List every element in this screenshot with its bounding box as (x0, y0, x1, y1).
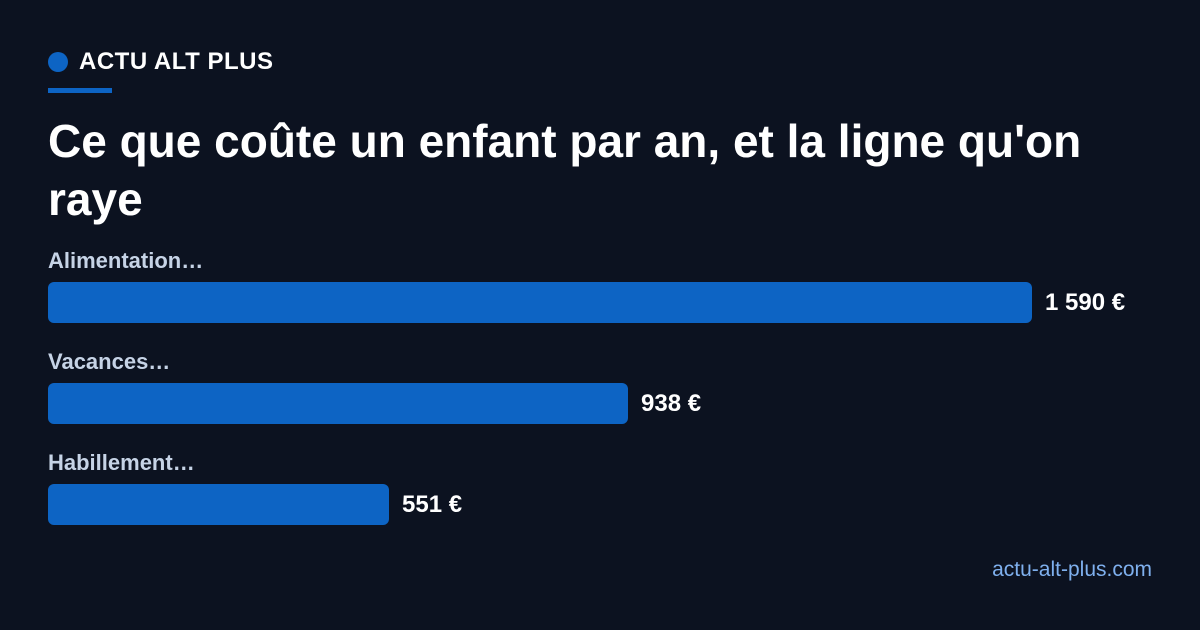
bar (48, 383, 628, 424)
brand-underline (48, 88, 112, 93)
footer-url[interactable]: actu-alt-plus.com (992, 558, 1152, 581)
bar (48, 282, 1032, 323)
brand: ACTU ALT PLUS (48, 48, 273, 76)
category-label: Alimentation… (48, 248, 204, 273)
category-label: Habillement… (48, 450, 195, 475)
bar-chart: Alimentation… 1 590 € Vacances… 938 € Habill… (48, 248, 1158, 538)
chart-title: Ce que coûte un enfant par an, et la lig… (48, 115, 1082, 225)
value-label: 551 € (402, 491, 463, 518)
value-label: 938 € (641, 390, 702, 417)
bar (48, 484, 389, 525)
value-label: 1 590 € (1045, 289, 1126, 316)
brand-dot-icon (48, 52, 68, 72)
brand-name: ACTU ALT PLUS (79, 48, 274, 75)
category-label: Vacances… (48, 349, 171, 374)
